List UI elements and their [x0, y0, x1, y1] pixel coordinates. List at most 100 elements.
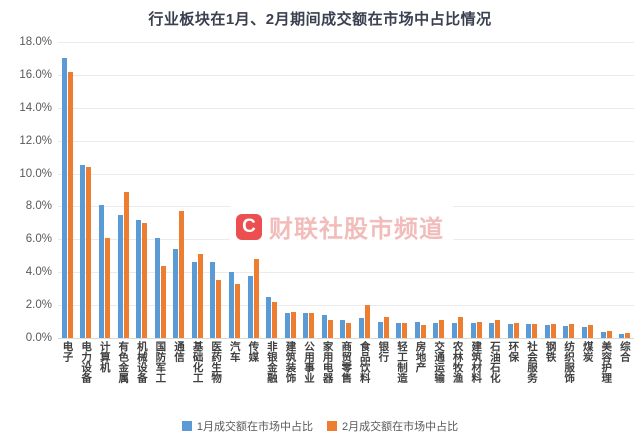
jan-bar[interactable] — [303, 313, 309, 338]
feb-bar[interactable] — [606, 331, 612, 338]
jan-bar[interactable] — [581, 326, 587, 338]
feb-bar[interactable] — [402, 323, 408, 338]
jan-bar[interactable] — [266, 296, 272, 338]
jan-bar[interactable] — [173, 249, 179, 338]
jan-bar[interactable] — [228, 272, 234, 338]
jan-bar[interactable] — [136, 219, 142, 338]
jan-bar[interactable] — [563, 325, 569, 338]
feb-bar[interactable] — [253, 259, 259, 338]
feb-bar[interactable] — [234, 283, 240, 338]
gridline — [58, 107, 634, 109]
feb-bar[interactable] — [290, 311, 296, 338]
feb-bar[interactable] — [197, 254, 203, 338]
bar-group — [560, 42, 579, 338]
x-category-text: 非银金融 — [265, 341, 278, 383]
feb-bar[interactable] — [569, 324, 575, 338]
x-category-text: 通信 — [173, 341, 185, 362]
x-category-text: 电子 — [61, 341, 74, 362]
jan-bar[interactable] — [154, 237, 160, 338]
jan-bar[interactable] — [117, 214, 123, 338]
jan-bar[interactable] — [80, 165, 86, 338]
y-tick-label: 8.0% — [25, 200, 52, 213]
bar-group — [225, 42, 244, 338]
feb-bar[interactable] — [272, 301, 278, 338]
feb-bar[interactable] — [346, 323, 352, 338]
x-category-label: 电力设备 — [77, 341, 96, 417]
feb-bar[interactable] — [309, 313, 315, 338]
jan-bar[interactable] — [191, 262, 197, 338]
x-category-label: 国防军工 — [151, 341, 170, 417]
jan-bar[interactable] — [340, 319, 346, 338]
feb-bar[interactable] — [495, 319, 501, 338]
legend-label: 1月成交额在市场中占比 — [196, 421, 313, 433]
legend-item[interactable]: 2月成交额在市场中占比 — [327, 418, 458, 434]
legend-item[interactable]: 1月成交额在市场中占比 — [181, 418, 313, 434]
bar-group — [355, 42, 374, 338]
y-tick-label: 4.0% — [25, 266, 52, 279]
x-category-text: 社会服务 — [525, 341, 538, 383]
cls-logo-icon: C — [236, 213, 262, 240]
jan-bar[interactable] — [359, 318, 365, 338]
x-category-label: 综合 — [615, 341, 634, 417]
bar-group — [114, 42, 133, 338]
jan-bar[interactable] — [98, 204, 104, 338]
feb-bar[interactable] — [587, 324, 593, 338]
watermark: C 财联社股市频道 — [230, 203, 454, 250]
watermark-text: 财联社股市频道 — [269, 216, 444, 243]
feb-bar[interactable] — [383, 316, 389, 338]
jan-bar[interactable] — [470, 323, 476, 338]
feb-bar[interactable] — [86, 166, 92, 338]
jan-bar[interactable] — [489, 323, 495, 338]
feb-bar[interactable] — [216, 280, 222, 338]
x-category-text: 商贸零售 — [340, 341, 353, 383]
x-category-text: 机械设备 — [135, 341, 148, 383]
feb-bar[interactable] — [420, 324, 426, 338]
legend-swatch-icon — [181, 421, 192, 431]
jan-bar[interactable] — [433, 323, 439, 338]
feb-bar[interactable] — [457, 316, 463, 338]
x-category-label: 家用电器 — [318, 341, 337, 417]
feb-bar[interactable] — [179, 211, 185, 338]
x-category-label: 环保 — [504, 341, 523, 417]
x-category-label: 计算机 — [95, 341, 114, 417]
feb-bar[interactable] — [160, 265, 166, 338]
feb-bar[interactable] — [327, 319, 333, 338]
jan-bar[interactable] — [210, 262, 216, 338]
bar-group — [300, 42, 319, 338]
x-category-label: 公用事业 — [300, 341, 319, 417]
jan-bar[interactable] — [619, 333, 625, 338]
jan-bar[interactable] — [61, 58, 67, 338]
jan-bar[interactable] — [600, 332, 606, 338]
feb-bar[interactable] — [439, 319, 445, 338]
jan-bar[interactable] — [247, 275, 253, 338]
jan-bar[interactable] — [284, 313, 290, 338]
jan-bar[interactable] — [396, 323, 402, 338]
feb-bar[interactable] — [550, 324, 556, 338]
feb-bar[interactable] — [142, 222, 148, 338]
x-category-text: 石油石化 — [488, 341, 501, 383]
bar-group — [392, 42, 411, 338]
jan-bar[interactable] — [377, 321, 383, 338]
x-category-text: 综合 — [618, 341, 631, 362]
jan-bar[interactable] — [544, 324, 550, 338]
feb-bar[interactable] — [476, 321, 482, 338]
x-category-label: 建筑装饰 — [281, 341, 300, 417]
jan-bar[interactable] — [451, 323, 457, 338]
feb-bar[interactable] — [365, 305, 371, 338]
feb-bar[interactable] — [625, 333, 631, 338]
jan-bar[interactable] — [526, 324, 532, 338]
x-category-text: 煤炭 — [581, 341, 594, 362]
feb-bar[interactable] — [532, 324, 538, 338]
x-axis-labels: 电子 电力设备 计算机 有色金属 机械设备 国防军工 通信 基础化工 医药生物 汽车 传媒 非银金融建… — [58, 341, 634, 417]
x-category-text: 交通运输 — [433, 341, 446, 383]
feb-bar[interactable] — [513, 323, 519, 338]
feb-bar[interactable] — [123, 191, 129, 338]
x-category-label: 煤炭 — [578, 341, 597, 417]
feb-bar[interactable] — [67, 71, 73, 338]
jan-bar[interactable] — [414, 321, 420, 338]
jan-bar[interactable] — [321, 314, 327, 338]
jan-bar[interactable] — [507, 324, 513, 338]
x-category-text: 公用事业 — [303, 341, 316, 383]
feb-bar[interactable] — [104, 237, 110, 338]
y-tick-label: 14.0% — [19, 101, 52, 114]
